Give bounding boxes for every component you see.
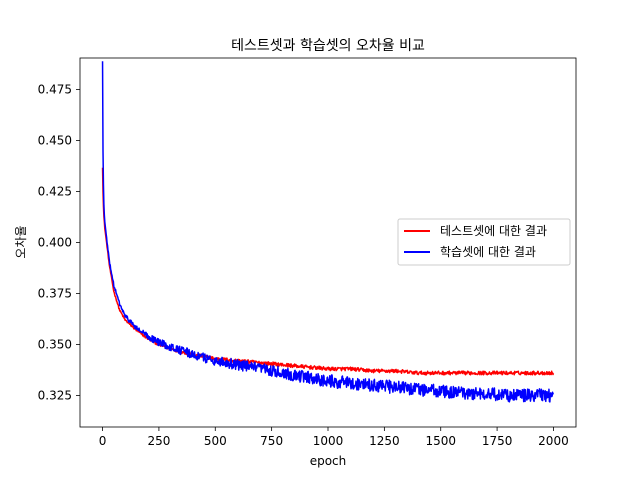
y-tick-label: 0.475: [38, 83, 72, 97]
x-axis-label: epoch: [310, 454, 347, 468]
x-tick-label: 0: [99, 434, 107, 448]
y-tick-label: 0.425: [38, 185, 72, 199]
y-tick-label: 0.375: [38, 286, 72, 300]
series-layer: [101, 61, 555, 403]
x-axis-ticks: 0 250 500 750 1000 1250 1500 1750 2000: [99, 427, 569, 448]
legend-box: [397, 218, 571, 266]
x-tick-label: 1000: [313, 434, 344, 448]
series-line-train: [101, 61, 555, 403]
y-tick-label: 0.450: [38, 134, 72, 148]
x-tick-label: 1500: [425, 434, 456, 448]
x-tick-label: 1750: [482, 434, 513, 448]
x-tick-label: 250: [147, 434, 170, 448]
chart-title: 테스트셋과 학습셋의 오차율 비교: [231, 38, 425, 54]
y-tick-label: 0.350: [38, 337, 72, 351]
y-axis-label: 오차율: [14, 225, 28, 258]
legend-label-train: 학습셋에 대한 결과: [440, 245, 536, 259]
y-tick-label: 0.400: [38, 236, 72, 250]
x-tick-label: 500: [204, 434, 227, 448]
legend-label-test: 테스트셋에 대한 결과: [440, 224, 547, 238]
x-tick-label: 750: [260, 434, 283, 448]
legend: 테스트셋에 대한 결과 학습셋에 대한 결과: [397, 218, 571, 266]
x-tick-label: 2000: [538, 434, 569, 448]
y-tick-label: 0.325: [38, 388, 72, 402]
y-axis-ticks: 0.325 0.350 0.375 0.400 0.425 0.450 0.475: [38, 83, 80, 402]
x-tick-label: 1250: [369, 434, 400, 448]
